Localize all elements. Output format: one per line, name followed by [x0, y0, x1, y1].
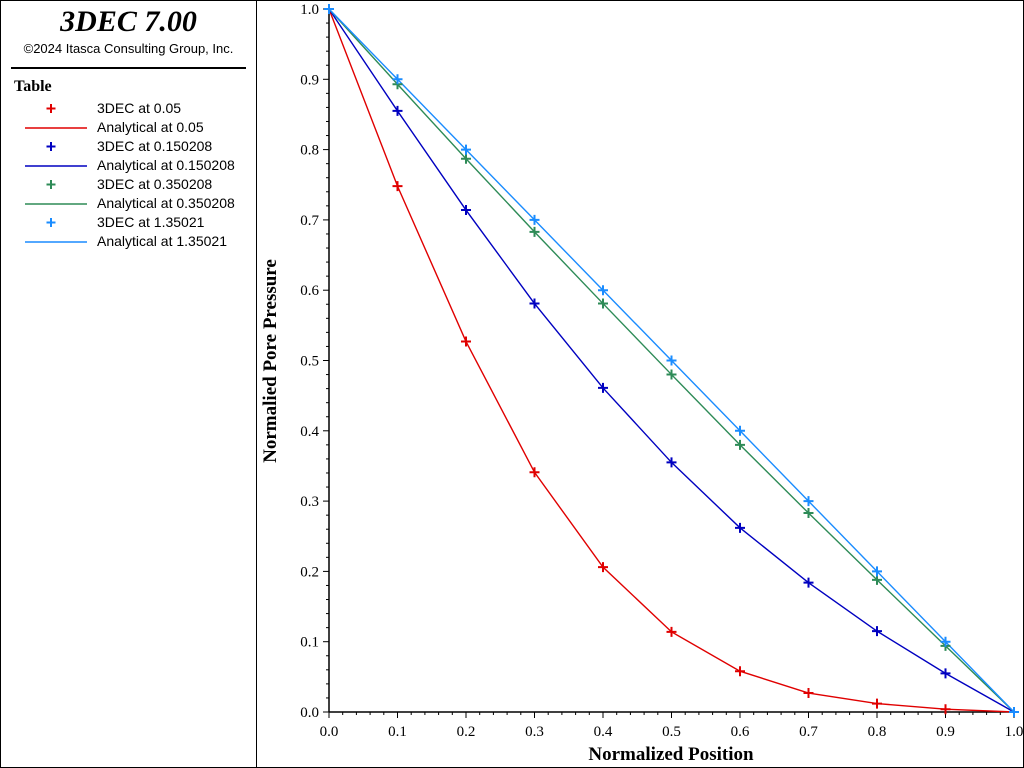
legend-line-icon	[25, 118, 87, 137]
data-point	[872, 626, 882, 637]
data-point	[461, 144, 471, 155]
x-tick-label: 0.2	[457, 724, 476, 740]
data-point	[461, 205, 471, 216]
data-point	[392, 181, 403, 192]
series-layer	[324, 4, 1019, 717]
copyright-text: ©2024 Itasca Consulting Group, Inc.	[23, 41, 234, 56]
legend-line-icon	[25, 194, 87, 213]
data-point	[666, 457, 677, 468]
legend-marker-icon	[25, 213, 61, 232]
legend-item-label: 3DEC at 1.35021	[97, 214, 205, 230]
legend-item: Analytical at 0.150208	[1, 156, 256, 175]
y-tick-label: 0.2	[300, 564, 319, 580]
legend-panel: 3DEC 7.00 ©2024 Itasca Consulting Group,…	[1, 1, 257, 767]
x-tick-label: 0.5	[662, 724, 681, 740]
legend-item: 3DEC at 1.35021	[1, 213, 256, 232]
data-point	[461, 336, 471, 347]
legend-item-label: Analytical at 0.150208	[97, 157, 235, 173]
legend-item-label: 3DEC at 0.150208	[97, 138, 213, 154]
chart: 0.0 0.1 0.2 0.3 0.4 0.5 0.6 0.7 0.8 0.9 1.0 0.0 0.1 0…	[260, 2, 1023, 765]
legend-item-label: 3DEC at 0.350208	[97, 176, 213, 192]
y-tick-label: 0.7	[300, 213, 319, 229]
y-tick-label: 0.4	[300, 424, 319, 440]
data-point	[803, 496, 814, 507]
legend-item: Analytical at 0.350208	[1, 194, 256, 213]
data-point	[735, 522, 745, 533]
data-point	[598, 298, 608, 309]
legend-item-label: Analytical at 0.350208	[97, 195, 235, 211]
y-tick-label: 1.0	[300, 2, 319, 18]
x-tick-label: 0.7	[799, 724, 818, 740]
legend-item: Analytical at 1.35021	[1, 232, 256, 251]
data-point	[529, 298, 540, 309]
data-point	[803, 508, 814, 519]
x-tick-label: 0.8	[868, 724, 887, 740]
legend-marker-icon	[25, 99, 61, 118]
legend-heading: Table	[14, 78, 52, 95]
y-tick-label: 0.9	[300, 72, 319, 88]
x-tick-label: 0.3	[525, 724, 544, 740]
data-point	[735, 439, 745, 450]
y-tick-label: 0.8	[300, 143, 319, 159]
data-point	[666, 355, 677, 366]
data-point	[872, 574, 882, 585]
data-point	[598, 382, 608, 393]
data-point	[735, 425, 745, 436]
legend-item: 3DEC at 0.150208	[1, 137, 256, 156]
legend-marker-icon	[25, 137, 61, 156]
y-axis-title: Normalied Pore Pressure	[260, 259, 281, 463]
y-tick-label: 0.1	[300, 635, 319, 651]
data-point	[940, 636, 951, 647]
data-point	[940, 704, 951, 715]
legend-item-label: Analytical at 1.35021	[97, 233, 227, 249]
data-point	[529, 467, 540, 478]
data-point	[461, 153, 471, 164]
data-point	[940, 668, 951, 679]
y-tick-label: 0.0	[300, 705, 319, 721]
legend-line-icon	[25, 232, 87, 251]
axes: 0.0 0.1 0.2 0.3 0.4 0.5 0.6 0.7 0.8 0.9 1.0 0.0 0.1 0…	[300, 2, 1023, 740]
legend-marker-icon	[25, 175, 61, 194]
data-point	[803, 577, 814, 588]
y-tick-label: 0.5	[300, 354, 319, 370]
data-point	[529, 226, 540, 237]
title-divider	[11, 67, 246, 69]
app-title: 3DEC 7.00	[60, 5, 197, 38]
x-tick-label: 0.9	[936, 724, 955, 740]
data-point	[392, 74, 403, 85]
y-tick-label: 0.6	[300, 283, 319, 299]
legend-item: 3DEC at 0.350208	[1, 175, 256, 194]
data-point	[803, 688, 814, 699]
data-point	[666, 369, 677, 380]
data-point	[735, 666, 745, 677]
legend-item-label: 3DEC at 0.05	[97, 100, 182, 116]
x-tick-label: 0.6	[731, 724, 750, 740]
data-point	[392, 105, 403, 116]
x-tick-label: 0.0	[320, 724, 339, 740]
x-tick-label: 0.4	[594, 724, 613, 740]
data-point	[598, 285, 608, 296]
x-axis-title: Normalized Position	[588, 744, 754, 765]
legend-item: Analytical at 0.05	[1, 118, 256, 137]
data-point	[529, 214, 540, 225]
legend-item-label: Analytical at 0.05	[97, 119, 204, 135]
legend-line-icon	[25, 156, 87, 175]
data-point	[872, 698, 882, 709]
x-tick-label: 0.1	[388, 724, 407, 740]
legend-item: 3DEC at 0.05	[1, 99, 256, 118]
y-tick-label: 0.3	[300, 494, 319, 510]
data-point	[1009, 707, 1019, 717]
data-point	[872, 566, 882, 577]
x-tick-label: 1.0	[1005, 724, 1023, 740]
data-point	[324, 4, 334, 14]
data-point	[666, 626, 677, 637]
data-point	[598, 562, 608, 573]
